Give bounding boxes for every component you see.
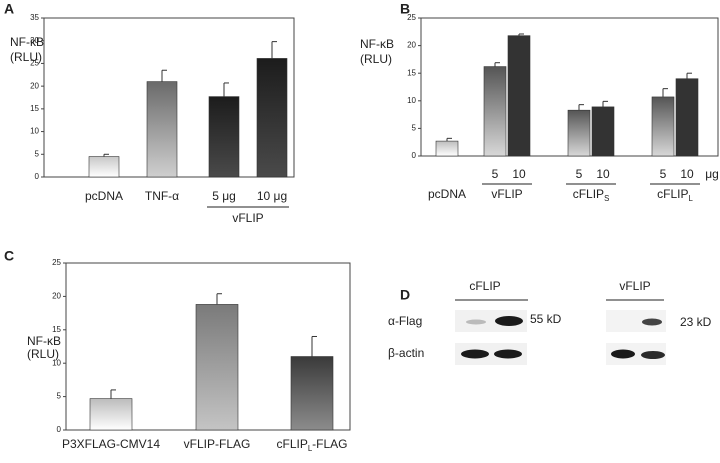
size-label: 55 kD	[530, 312, 562, 326]
dose-label: 10	[596, 167, 610, 181]
category-label: TNF-α	[145, 189, 179, 203]
bar	[89, 398, 133, 431]
y-tick-label: 15	[407, 68, 416, 77]
y-tick-label: 25	[52, 258, 61, 267]
size-label: 23 kD	[680, 315, 712, 329]
panel-letter: B	[400, 1, 410, 17]
band	[611, 349, 635, 359]
bar	[146, 81, 178, 178]
blot-strip	[455, 310, 527, 332]
y-axis-label: (RLU)	[10, 50, 42, 64]
bar	[483, 66, 507, 157]
category-label: pcDNA	[85, 189, 123, 203]
dose-label: 5	[492, 167, 499, 181]
y-axis-label: (RLU)	[360, 52, 392, 66]
group-label: vFLIP	[491, 187, 522, 201]
bar	[675, 78, 699, 157]
dose-label: 10	[512, 167, 526, 181]
lane-label: cFLIP	[469, 279, 500, 293]
unit-label: μg	[705, 167, 719, 181]
bar	[195, 304, 239, 431]
y-tick-label: 10	[30, 127, 39, 136]
y-tick-label: 35	[30, 13, 39, 22]
panel-letter: C	[4, 248, 14, 264]
dose-label: 5	[660, 167, 667, 181]
y-tick-label: 10	[52, 358, 61, 367]
lane-label: vFLIP	[619, 279, 650, 293]
label-sub: L	[308, 444, 313, 453]
y-tick-label: 5	[35, 149, 40, 158]
y-tick-label: 5	[412, 124, 417, 133]
blot-strip	[606, 343, 666, 365]
blot-strip	[606, 310, 666, 332]
bar	[651, 96, 675, 157]
y-tick-label: 0	[35, 172, 40, 181]
category-label: P3XFLAG-CMV14	[62, 437, 160, 451]
bar	[435, 140, 459, 157]
group-label: cFLIPS	[573, 187, 610, 203]
band	[641, 351, 665, 359]
bar	[507, 35, 531, 157]
y-axis-label: (RLU)	[27, 347, 59, 361]
label-sub: S	[604, 194, 609, 203]
y-tick-label: 20	[407, 41, 416, 50]
band	[461, 349, 489, 359]
row-label: α-Flag	[388, 314, 422, 328]
bar	[567, 109, 591, 157]
band	[494, 349, 522, 359]
label-suffix: -FLAG	[312, 437, 347, 451]
bar	[208, 96, 240, 178]
group-label: vFLIP	[232, 211, 263, 225]
bar	[290, 356, 334, 431]
category-label: pcDNA	[428, 187, 466, 201]
row-label: β-actin	[388, 346, 424, 360]
panel-letter: D	[400, 287, 410, 303]
band	[495, 316, 523, 326]
y-tick-label: 30	[30, 36, 39, 45]
y-tick-label: 25	[30, 59, 39, 68]
label-sub: L	[689, 194, 694, 203]
dose-label: 5	[576, 167, 583, 181]
band	[466, 319, 486, 325]
category-label: cFLIPL-FLAG	[276, 437, 347, 453]
panel-letter: A	[4, 1, 14, 17]
dose-label: 5 μg	[212, 189, 236, 203]
y-axis-label: NF-κB	[10, 35, 44, 49]
y-tick-label: 0	[57, 425, 62, 434]
band	[642, 318, 662, 326]
dose-label: 10 μg	[257, 189, 287, 203]
y-tick-label: 0	[412, 151, 417, 160]
label-main: cFLIP	[657, 187, 688, 201]
y-tick-label: 5	[57, 392, 62, 401]
label-main: cFLIP	[573, 187, 604, 201]
y-tick-label: 20	[52, 292, 61, 301]
category-label: vFLIP-FLAG	[184, 437, 251, 451]
label-main: cFLIP	[276, 437, 307, 451]
bar	[256, 58, 288, 178]
dose-label: 10	[680, 167, 694, 181]
y-tick-label: 10	[407, 96, 416, 105]
y-tick-label: 25	[407, 13, 416, 22]
y-axis-label: NF-κB	[27, 334, 61, 348]
blot-strip	[455, 343, 527, 365]
y-axis-label: NF-κB	[360, 37, 394, 51]
y-tick-label: 15	[30, 104, 39, 113]
y-tick-label: 15	[52, 325, 61, 334]
bar	[88, 156, 120, 178]
group-label: cFLIPL	[657, 187, 693, 203]
bar	[591, 106, 615, 157]
y-tick-label: 20	[30, 81, 39, 90]
